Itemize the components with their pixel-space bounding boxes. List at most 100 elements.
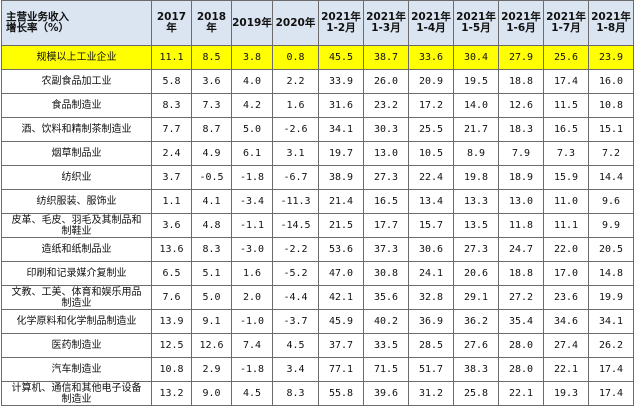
value-cell: 21.7 bbox=[453, 117, 499, 142]
column-header: 2017年 bbox=[151, 0, 192, 46]
value-cell: 18.8 bbox=[498, 69, 544, 94]
value-cell: 2.9 bbox=[191, 357, 232, 382]
table-row: 酒、饮料和精制茶制造业 7.7 8.7 5.0 -2.6 34.1 30.3 25.5 21.7… bbox=[1, 117, 634, 142]
table-row: 食品制造业 8.3 7.3 4.2 1.6 31.6 23.2 17.2 14.0 12.6 11.… bbox=[1, 93, 634, 118]
column-header-line1: 2021年 bbox=[501, 11, 541, 23]
value-cell: 19.8 bbox=[453, 165, 499, 190]
value-cell: -0.5 bbox=[191, 165, 232, 190]
value-cell: -3.4 bbox=[231, 189, 273, 214]
value-cell: 17.4 bbox=[543, 69, 589, 94]
industry-name-line2: 制造业 bbox=[61, 297, 92, 309]
industry-name-cell: 印刷和记录媒介复制业 bbox=[1, 261, 152, 286]
value-cell: 2.2 bbox=[272, 69, 319, 94]
value-cell: 6.5 bbox=[151, 261, 192, 286]
value-cell: 12.5 bbox=[151, 333, 192, 358]
value-cell: 14.8 bbox=[588, 261, 634, 286]
column-header: 2021年 1-6月 bbox=[498, 0, 544, 46]
industry-name-cell: 规模以上工业企业 bbox=[1, 45, 152, 70]
value-cell: 13.0 bbox=[363, 141, 409, 166]
value-cell: 22.1 bbox=[543, 357, 589, 382]
value-cell: 6.1 bbox=[231, 141, 273, 166]
industry-name-line2: 制造业 bbox=[61, 393, 92, 405]
value-cell: 5.8 bbox=[151, 69, 192, 94]
value-cell: 3.7 bbox=[151, 165, 192, 190]
table-row: 医药制造业 12.5 12.6 7.4 4.5 37.7 33.5 28.5 27.6 28.0 2… bbox=[1, 333, 634, 358]
column-header: 2020年 bbox=[272, 0, 319, 46]
value-cell: -2.2 bbox=[272, 237, 319, 262]
column-header-line1: 2017年 bbox=[156, 11, 187, 34]
column-header: 2021年 1-8月 bbox=[588, 0, 634, 46]
value-cell: -4.4 bbox=[272, 285, 319, 310]
value-cell: 16.0 bbox=[588, 69, 634, 94]
value-cell: 9.0 bbox=[191, 381, 232, 406]
value-cell: 11.5 bbox=[543, 93, 589, 118]
value-cell: 17.2 bbox=[408, 93, 454, 118]
value-cell: 7.3 bbox=[191, 93, 232, 118]
value-cell: 13.0 bbox=[498, 189, 544, 214]
table-body: 规模以上工业企业 11.1 8.5 3.8 0.8 45.5 38.7 33.6 30.4 27.… bbox=[1, 45, 634, 406]
value-cell: 5.0 bbox=[231, 117, 273, 142]
value-cell: 4.9 bbox=[191, 141, 232, 166]
value-cell: 55.8 bbox=[318, 381, 364, 406]
value-cell: 7.6 bbox=[151, 285, 192, 310]
value-cell: 25.5 bbox=[408, 117, 454, 142]
value-cell: 20.5 bbox=[588, 237, 634, 262]
value-cell: 3.8 bbox=[231, 45, 273, 70]
value-cell: -2.6 bbox=[272, 117, 319, 142]
value-cell: 9.6 bbox=[588, 189, 634, 214]
column-header-line2: 1-8月 bbox=[596, 22, 626, 34]
value-cell: 8.3 bbox=[191, 237, 232, 262]
value-cell: 3.4 bbox=[272, 357, 319, 382]
value-cell: 33.6 bbox=[408, 45, 454, 70]
value-cell: 53.6 bbox=[318, 237, 364, 262]
column-header-line1: 2020年 bbox=[275, 16, 316, 29]
value-cell: 4.1 bbox=[191, 189, 232, 214]
value-cell: 9.1 bbox=[191, 309, 232, 334]
value-cell: 19.9 bbox=[588, 285, 634, 310]
value-cell: 2.4 bbox=[151, 141, 192, 166]
value-cell: 13.9 bbox=[151, 309, 192, 334]
column-header-line1: 2021年 bbox=[591, 11, 631, 23]
industry-name-cell: 化学原料和化学制品制造业 bbox=[1, 309, 152, 334]
value-cell: 3.1 bbox=[272, 141, 319, 166]
value-cell: 8.3 bbox=[151, 93, 192, 118]
value-cell: 39.6 bbox=[363, 381, 409, 406]
value-cell: 35.4 bbox=[498, 309, 544, 334]
value-cell: 51.7 bbox=[408, 357, 454, 382]
value-cell: 34.1 bbox=[318, 117, 364, 142]
table-row: 纺织服装、服饰业 1.1 4.1 -3.4 -11.3 21.4 16.5 13.4 13.3 1… bbox=[1, 189, 634, 214]
value-cell: 21.4 bbox=[318, 189, 364, 214]
industry-name-cell: 皮革、毛皮、羽毛及其制品和 制鞋业 bbox=[1, 213, 152, 238]
table-row: 造纸和纸制品业 13.6 8.3 -3.0 -2.2 53.6 37.3 30.6 27.3 24… bbox=[1, 237, 634, 262]
value-cell: -3.7 bbox=[272, 309, 319, 334]
industry-name-line1: 纺织业 bbox=[61, 172, 92, 183]
corner-header-line2: 增长率（%） bbox=[6, 22, 70, 34]
value-cell: 28.0 bbox=[498, 333, 544, 358]
value-cell: 27.2 bbox=[498, 285, 544, 310]
header-row: 主营业务收入 增长率（%） 2017年 2018年 2019年 2020年 202… bbox=[1, 0, 634, 46]
column-header-line2: 1-3月 bbox=[371, 22, 401, 34]
value-cell: 16.5 bbox=[543, 117, 589, 142]
value-cell: 38.9 bbox=[318, 165, 364, 190]
value-cell: -14.5 bbox=[272, 213, 319, 238]
value-cell: 45.5 bbox=[318, 45, 364, 70]
value-cell: -1.1 bbox=[231, 213, 273, 238]
value-cell: 33.5 bbox=[363, 333, 409, 358]
value-cell: 34.6 bbox=[543, 309, 589, 334]
value-cell: 10.5 bbox=[408, 141, 454, 166]
value-cell: 17.4 bbox=[588, 357, 634, 382]
industry-name-line1: 烟草制品业 bbox=[51, 148, 102, 159]
value-cell: 11.1 bbox=[151, 45, 192, 70]
value-cell: 13.5 bbox=[453, 213, 499, 238]
industry-name-cell: 烟草制品业 bbox=[1, 141, 152, 166]
value-cell: 1.1 bbox=[151, 189, 192, 214]
value-cell: 37.3 bbox=[363, 237, 409, 262]
value-cell: 38.7 bbox=[363, 45, 409, 70]
value-cell: 29.1 bbox=[453, 285, 499, 310]
value-cell: 5.1 bbox=[191, 261, 232, 286]
corner-header-line1: 主营业务收入 bbox=[6, 11, 69, 23]
table-row: 规模以上工业企业 11.1 8.5 3.8 0.8 45.5 38.7 33.6 30.4 27.… bbox=[1, 45, 634, 70]
value-cell: -3.0 bbox=[231, 237, 273, 262]
column-header: 2021年 1-4月 bbox=[408, 0, 454, 46]
value-cell: 5.0 bbox=[191, 285, 232, 310]
